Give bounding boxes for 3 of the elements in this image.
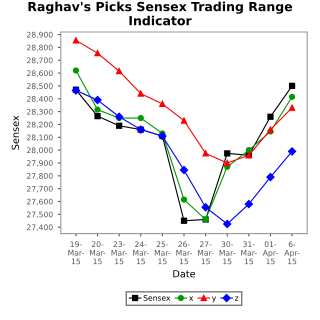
- x-axis-title: Date: [173, 270, 196, 278]
- chart-title: Raghav's Picks Sensex Trading Range Indicator: [28, 2, 292, 26]
- y-axis-title: Sensex: [12, 116, 19, 150]
